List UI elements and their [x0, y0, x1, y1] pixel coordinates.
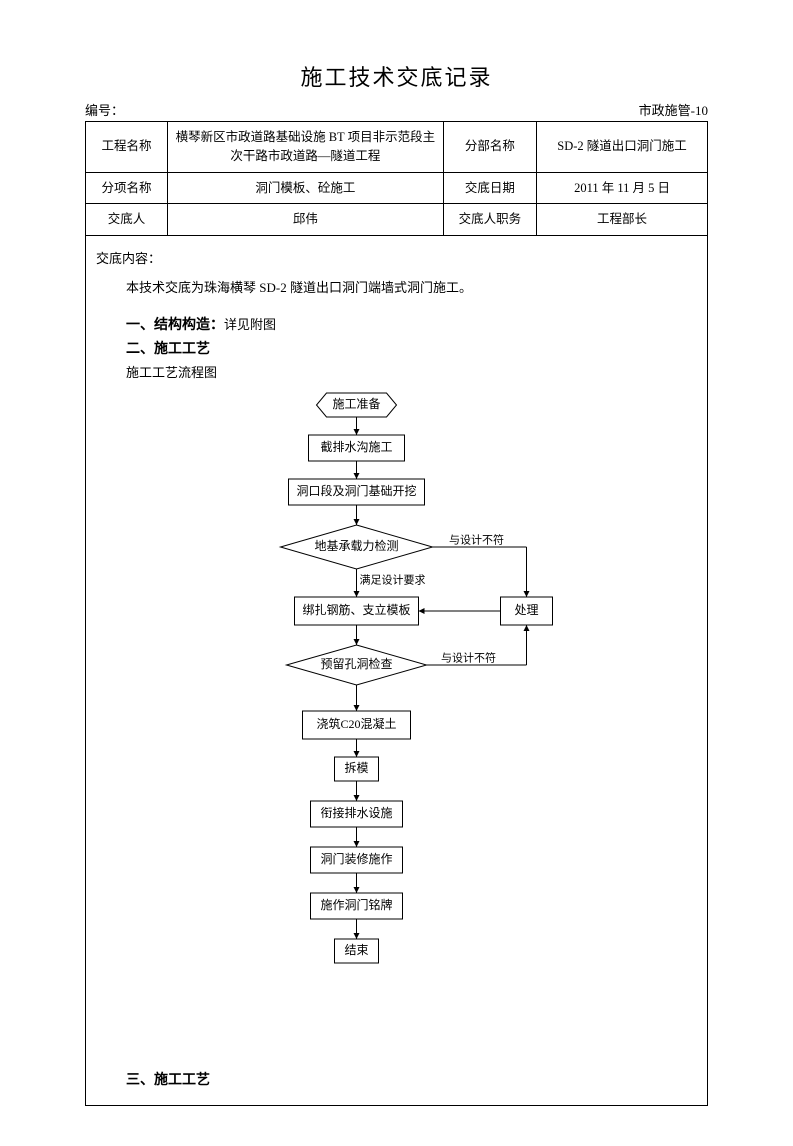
flow-node-end: 结束: [344, 943, 368, 957]
doc-code: 市政施管-10: [639, 100, 708, 119]
section-1-tail: 详见附图: [224, 317, 276, 332]
flow-decision: 预留孔洞检查: [320, 656, 392, 671]
flow-node-process: 处理: [514, 603, 538, 617]
content-frame: 交底内容： 本技术交底为珠海横琴 SD-2 隧道出口洞门端墙式洞门施工。 一、结…: [85, 236, 708, 1106]
meta-value: 横琴新区市政道路基础设施 BT 项目非示范段主次干路市政道路—隧道工程: [168, 122, 444, 173]
section-3-heading: 三、施工工艺: [126, 1069, 210, 1089]
meta-value: 2011 年 11 月 5 日: [537, 172, 708, 204]
meta-value: 工程部长: [537, 204, 708, 236]
flow-node: 拆模: [344, 760, 368, 775]
flow-node: 截排水沟施工: [320, 440, 392, 454]
flow-node: 浇筑C20混凝土: [316, 716, 396, 731]
meta-label: 分部名称: [443, 122, 536, 173]
doc-number-label: 编号：: [85, 100, 124, 119]
flow-node: 衔接排水设施: [320, 805, 392, 820]
table-row: 工程名称 横琴新区市政道路基础设施 BT 项目非示范段主次干路市政道路—隧道工程…: [86, 122, 708, 173]
flow-node-start: 施工准备: [332, 397, 380, 411]
section-1-title: 一、结构构造：: [126, 318, 224, 333]
meta-label: 工程名称: [86, 122, 168, 173]
flowchart-svg: 施工准备 截排水沟施工 洞口段及洞门基础开挖 地基承载力检测 与设计不符: [96, 387, 697, 1007]
flowchart: 施工准备 截排水沟施工 洞口段及洞门基础开挖 地基承载力检测 与设计不符: [96, 387, 697, 1007]
meta-table: 工程名称 横琴新区市政道路基础设施 BT 项目非示范段主次干路市政道路—隧道工程…: [85, 121, 708, 236]
flow-edge-label: 与设计不符: [449, 534, 504, 547]
meta-label: 交底日期: [443, 172, 536, 204]
flow-edge-label: 满足设计要求: [360, 574, 426, 587]
flow-node: 洞门装修施作: [320, 851, 392, 866]
header-row: 编号： 市政施管-10: [85, 100, 708, 119]
section-1-heading: 一、结构构造：详见附图: [126, 314, 697, 334]
content-label: 交底内容：: [96, 248, 697, 267]
page-title: 施工技术交底记录: [85, 60, 708, 92]
meta-label: 交底人职务: [443, 204, 536, 236]
flow-edge-label: 与设计不符: [441, 652, 496, 665]
section-2-heading: 二、施工工艺: [126, 338, 697, 358]
meta-value: 邱伟: [168, 204, 444, 236]
flow-node: 绑扎钢筋、支立模板: [302, 602, 410, 617]
flow-decision: 地基承载力检测: [314, 538, 398, 553]
meta-value: SD-2 隧道出口洞门施工: [537, 122, 708, 173]
meta-label: 交底人: [86, 204, 168, 236]
table-row: 分项名称 洞门模板、砼施工 交底日期 2011 年 11 月 5 日: [86, 172, 708, 204]
flow-node: 洞口段及洞门基础开挖: [296, 483, 416, 498]
meta-value: 洞门模板、砼施工: [168, 172, 444, 204]
table-row: 交底人 邱伟 交底人职务 工程部长: [86, 204, 708, 236]
intro-text: 本技术交底为珠海横琴 SD-2 隧道出口洞门端墙式洞门施工。: [126, 277, 677, 296]
meta-label: 分项名称: [86, 172, 168, 204]
section-2-sub: 施工工艺流程图: [126, 362, 697, 381]
flow-node: 施作洞门铭牌: [320, 897, 392, 912]
